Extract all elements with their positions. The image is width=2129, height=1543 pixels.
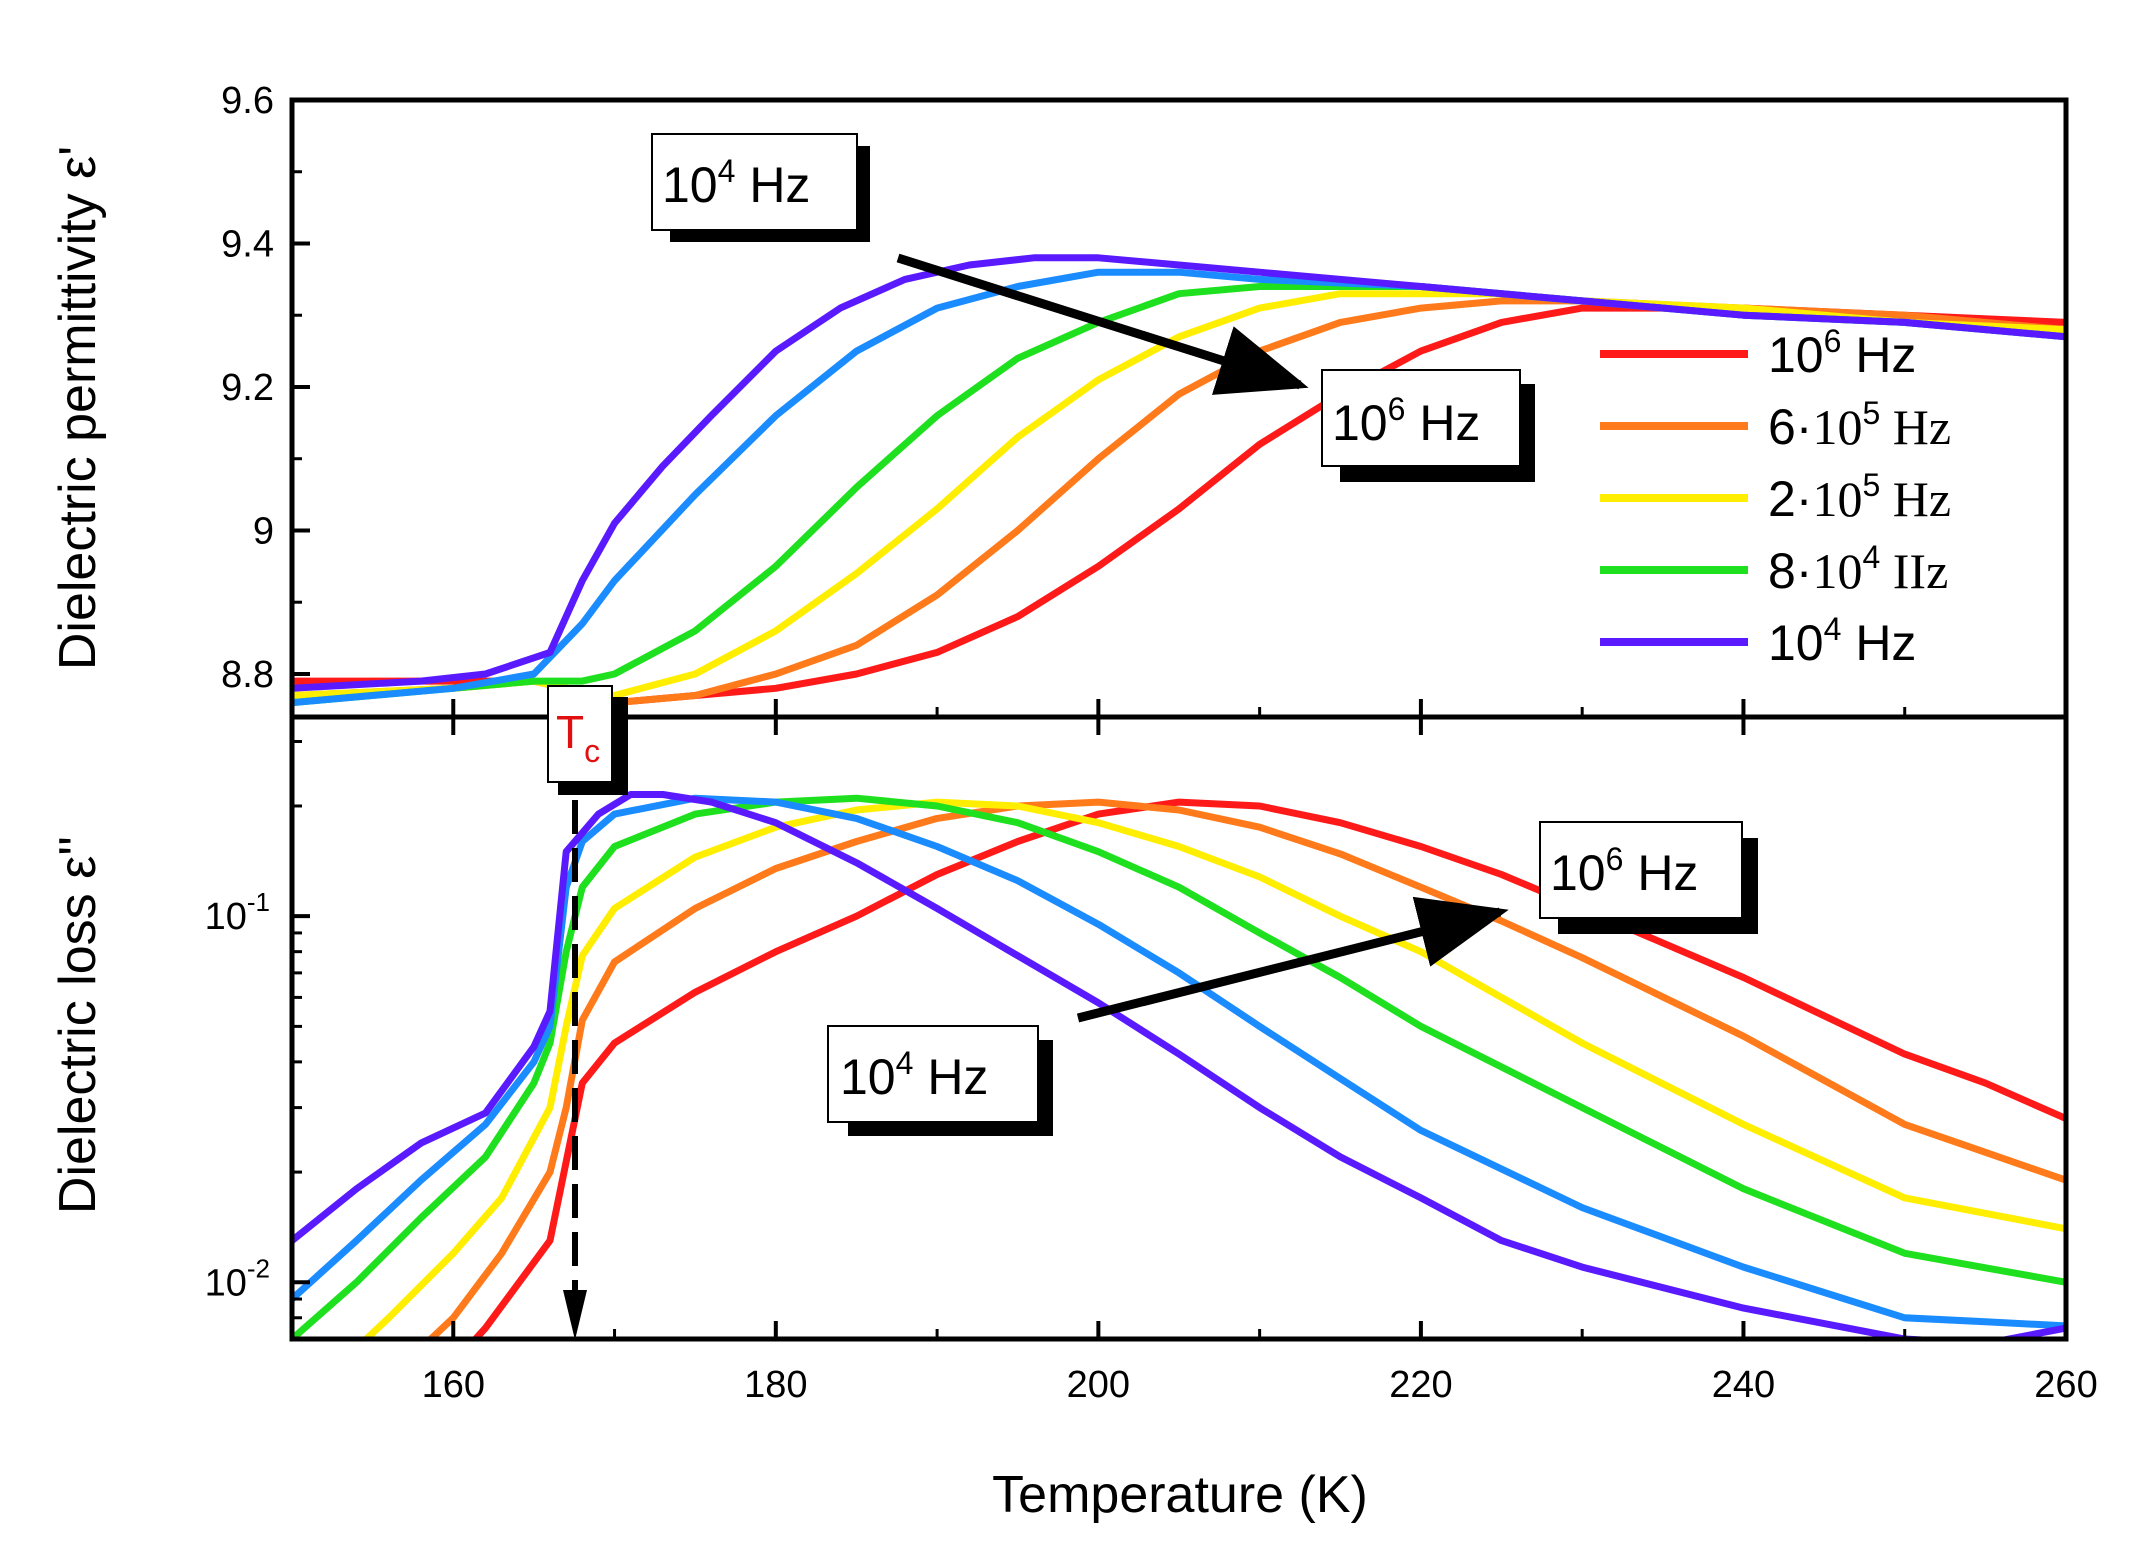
- bottom-series-line-4: [292, 794, 2066, 1330]
- top-annotation-high-freq: 106 Hz: [1321, 369, 1535, 482]
- legend-label-base-2: 10: [1812, 471, 1862, 527]
- bottom-y-tick-label-0: 10-1: [205, 887, 270, 938]
- bottom-frequency-arrow: [1076, 896, 1509, 1023]
- legend-label-exp-4: 4: [1824, 611, 1842, 647]
- bottom-annotation-high-freq-box: [1539, 821, 1743, 919]
- bottom-y-axis-title: Dielectric loss ε'': [49, 836, 107, 1214]
- tc-annotation-box: [547, 685, 613, 783]
- bottom-x-tick-label-5: 260: [2034, 1364, 2097, 1406]
- bottom-x-tick-label-3: 220: [1389, 1364, 1452, 1406]
- legend-label-3: 8·104 IIz: [1768, 539, 1948, 599]
- legend-label-mult-1: 6·: [1768, 399, 1812, 455]
- bottom-y-tick-label-1: 10-2: [205, 1253, 270, 1304]
- top-y-tick-label-0: 8.8: [221, 654, 274, 696]
- legend-label-exp-2: 5: [1862, 467, 1880, 503]
- bottom-panel: 10-110-2 160 180 200 220 240 260 Dielectric l…: [49, 685, 2098, 1524]
- legend-label-1: 6·105 Hz: [1768, 395, 1951, 455]
- legend-label-base-0: 10: [1768, 327, 1824, 383]
- bottom-x-tick-label-2: 200: [1067, 1364, 1130, 1406]
- legend-label-exp-0: 6: [1824, 323, 1842, 359]
- legend-label-unit-2: Hz: [1880, 471, 1951, 527]
- bottom-annotation-low-freq-box: [827, 1025, 1039, 1123]
- bottom-annotation-high-freq-label: 106 Hz: [1550, 841, 1698, 901]
- legend-label-exp-1: 5: [1862, 395, 1880, 431]
- top-panel: 8.8 9 9.2 9.4 9.6 Dielectric permittivity ε'…: [49, 80, 2069, 720]
- bottom-y-tick-base-1: 10: [205, 1262, 247, 1304]
- bottom-series-line-3: [292, 794, 2066, 1339]
- x-axis-title: Temperature (K): [992, 1466, 1368, 1524]
- top-frequency-arrow: [896, 253, 1309, 395]
- bottom-x-tick-label-0: 160: [422, 1364, 485, 1406]
- bottom-annotation-high-freq: 106 Hz: [1539, 821, 1758, 934]
- top-annotation-low-freq-label: 104 Hz: [662, 153, 810, 213]
- bottom-y-tick-base-0: 10: [205, 896, 247, 938]
- legend-label-4: 104 Hz: [1768, 611, 1916, 671]
- bottom-series-line-2: [361, 798, 2066, 1339]
- bottom-series-group: [292, 791, 2066, 1339]
- top-annotation-low-freq-box: [651, 133, 858, 231]
- top-annotation-high-freq-label: 106 Hz: [1332, 391, 1480, 451]
- legend-label-base-3: 10: [1812, 543, 1862, 599]
- top-y-tick-label-4: 9.6: [221, 80, 274, 122]
- bottom-annotation-low-freq: 104 Hz: [827, 1025, 1053, 1136]
- top-y-ticks: 8.8 9 9.2 9.4 9.6: [221, 80, 310, 696]
- tc-annotation-label: Tc: [556, 706, 600, 769]
- legend-label-unit-0: Hz: [1841, 327, 1916, 383]
- top-y-tick-label-1: 9: [253, 510, 274, 552]
- top-series-line-5: [292, 254, 2066, 692]
- bottom-annotation-low-freq-label: 104 Hz: [840, 1045, 988, 1105]
- bottom-plot-frame: [289, 714, 2069, 1342]
- legend-label-mult-3: 8·: [1768, 543, 1812, 599]
- top-y-tick-label-2: 9.2: [221, 367, 274, 409]
- bottom-series-line-5: [292, 791, 2066, 1339]
- bottom-y-tick-exp-1: -2: [247, 1253, 270, 1283]
- bottom-series-line-0: [470, 798, 2066, 1339]
- top-y-axis-title: Dielectric permittivity ε': [49, 146, 107, 670]
- bottom-x-tick-label-1: 180: [744, 1364, 807, 1406]
- legend-label-0: 106 Hz: [1768, 323, 1916, 383]
- legend-label-base-4: 10: [1768, 615, 1824, 671]
- top-annotation-high-freq-box: [1321, 369, 1521, 467]
- legend-label-base-1: 10: [1812, 399, 1862, 455]
- top-y-tick-label-3: 9.4: [221, 223, 274, 265]
- tc-annotation: Tc: [547, 685, 628, 795]
- tc-arrow-head: [563, 1290, 587, 1340]
- legend-label-2: 2·105 Hz: [1768, 467, 1951, 527]
- bottom-x-tick-label-4: 240: [1712, 1364, 1775, 1406]
- legend-label-unit-1: Hz: [1880, 399, 1951, 455]
- top-annotation-low-freq: 104 Hz: [651, 133, 870, 242]
- bottom-x-ticks: 160 180 200 220 240 260: [290, 717, 2098, 1406]
- legend-label-mult-2: 2·: [1768, 471, 1812, 527]
- legend-label-unit-3: IIz: [1880, 543, 1948, 599]
- legend-label-exp-3: 4: [1862, 539, 1880, 575]
- bottom-y-tick-exp-0: -1: [247, 887, 270, 917]
- legend-label-unit-4: Hz: [1841, 615, 1916, 671]
